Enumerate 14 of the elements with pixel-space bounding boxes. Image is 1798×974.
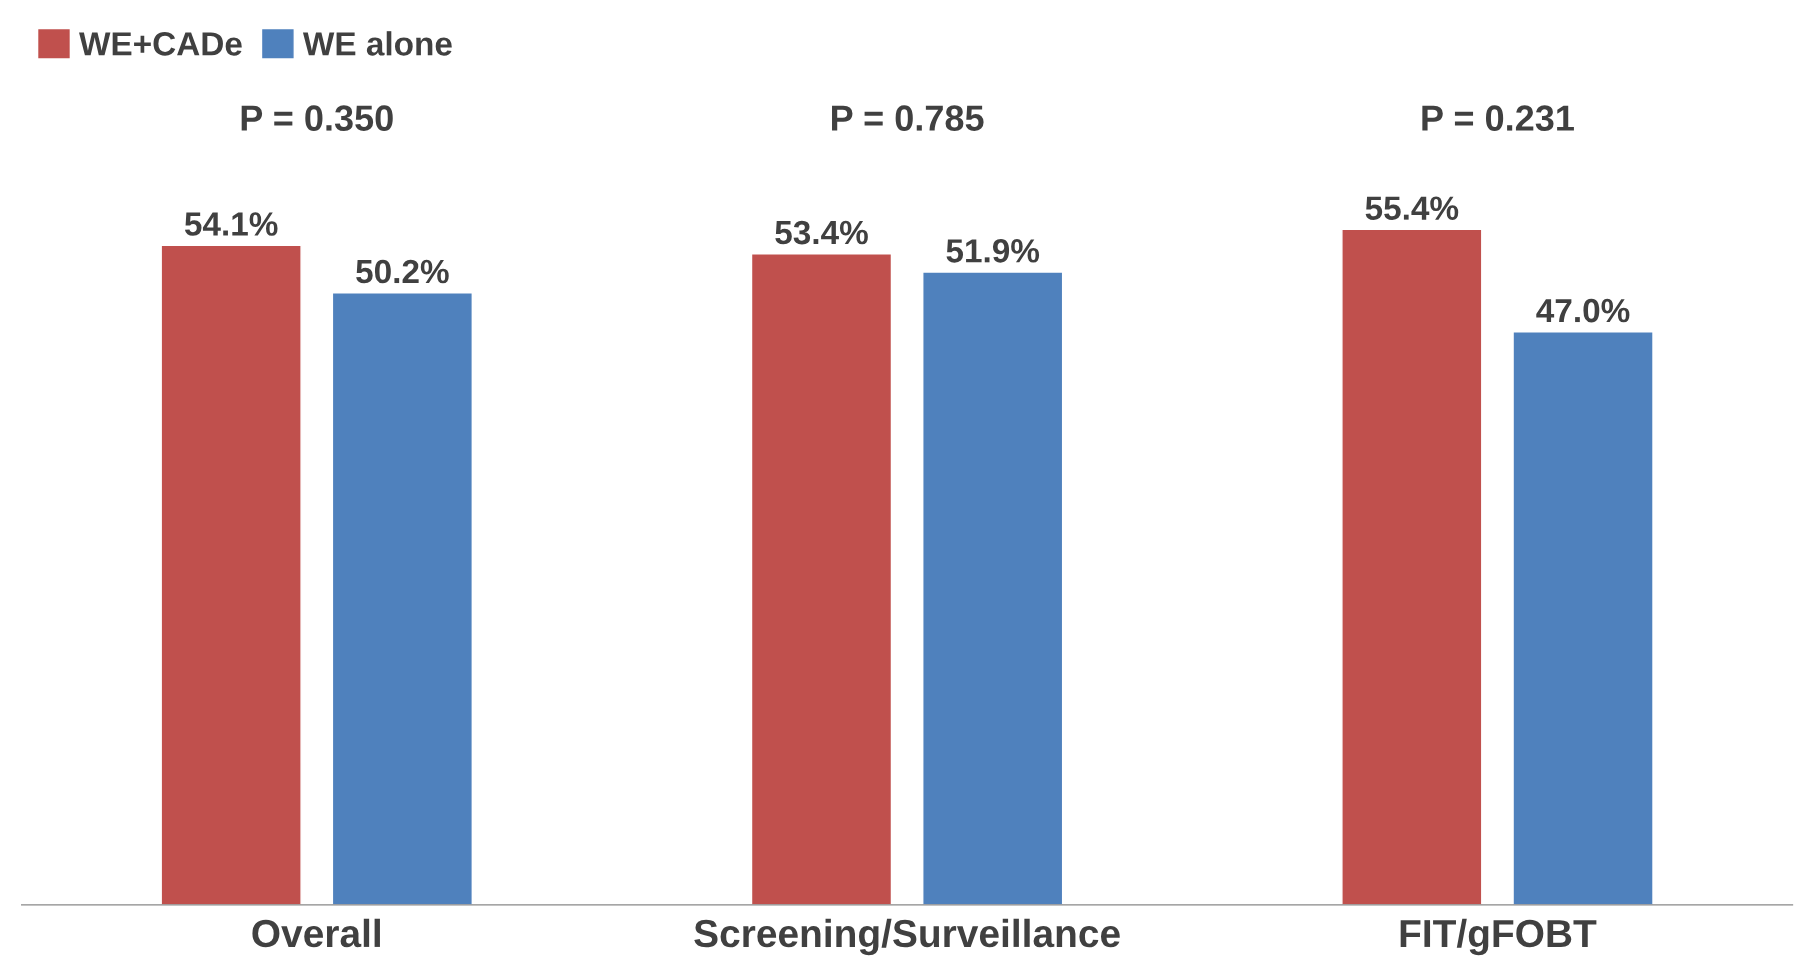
x-tick-label: Screening/Surveillance — [694, 918, 1120, 956]
data-label: 47.0% — [1536, 298, 1630, 323]
data-label: 51.9% — [946, 239, 1040, 263]
data-label: 55.4% — [1365, 196, 1459, 220]
x-tick-label: FIT/gFOBT — [1400, 918, 1597, 956]
x-tick-label: Overall — [252, 918, 380, 948]
legend-label: WE alone — [302, 31, 452, 56]
data-label: 54.1% — [184, 212, 278, 236]
text: P = 0.785 — [832, 105, 984, 131]
legend-label: WE+CADe — [79, 32, 242, 56]
text: P = 0.231 — [1422, 105, 1574, 131]
data-label: 50.2% — [356, 259, 449, 284]
data-label: 53.4% — [775, 220, 868, 245]
text: P = 0.350 — [241, 105, 393, 131]
